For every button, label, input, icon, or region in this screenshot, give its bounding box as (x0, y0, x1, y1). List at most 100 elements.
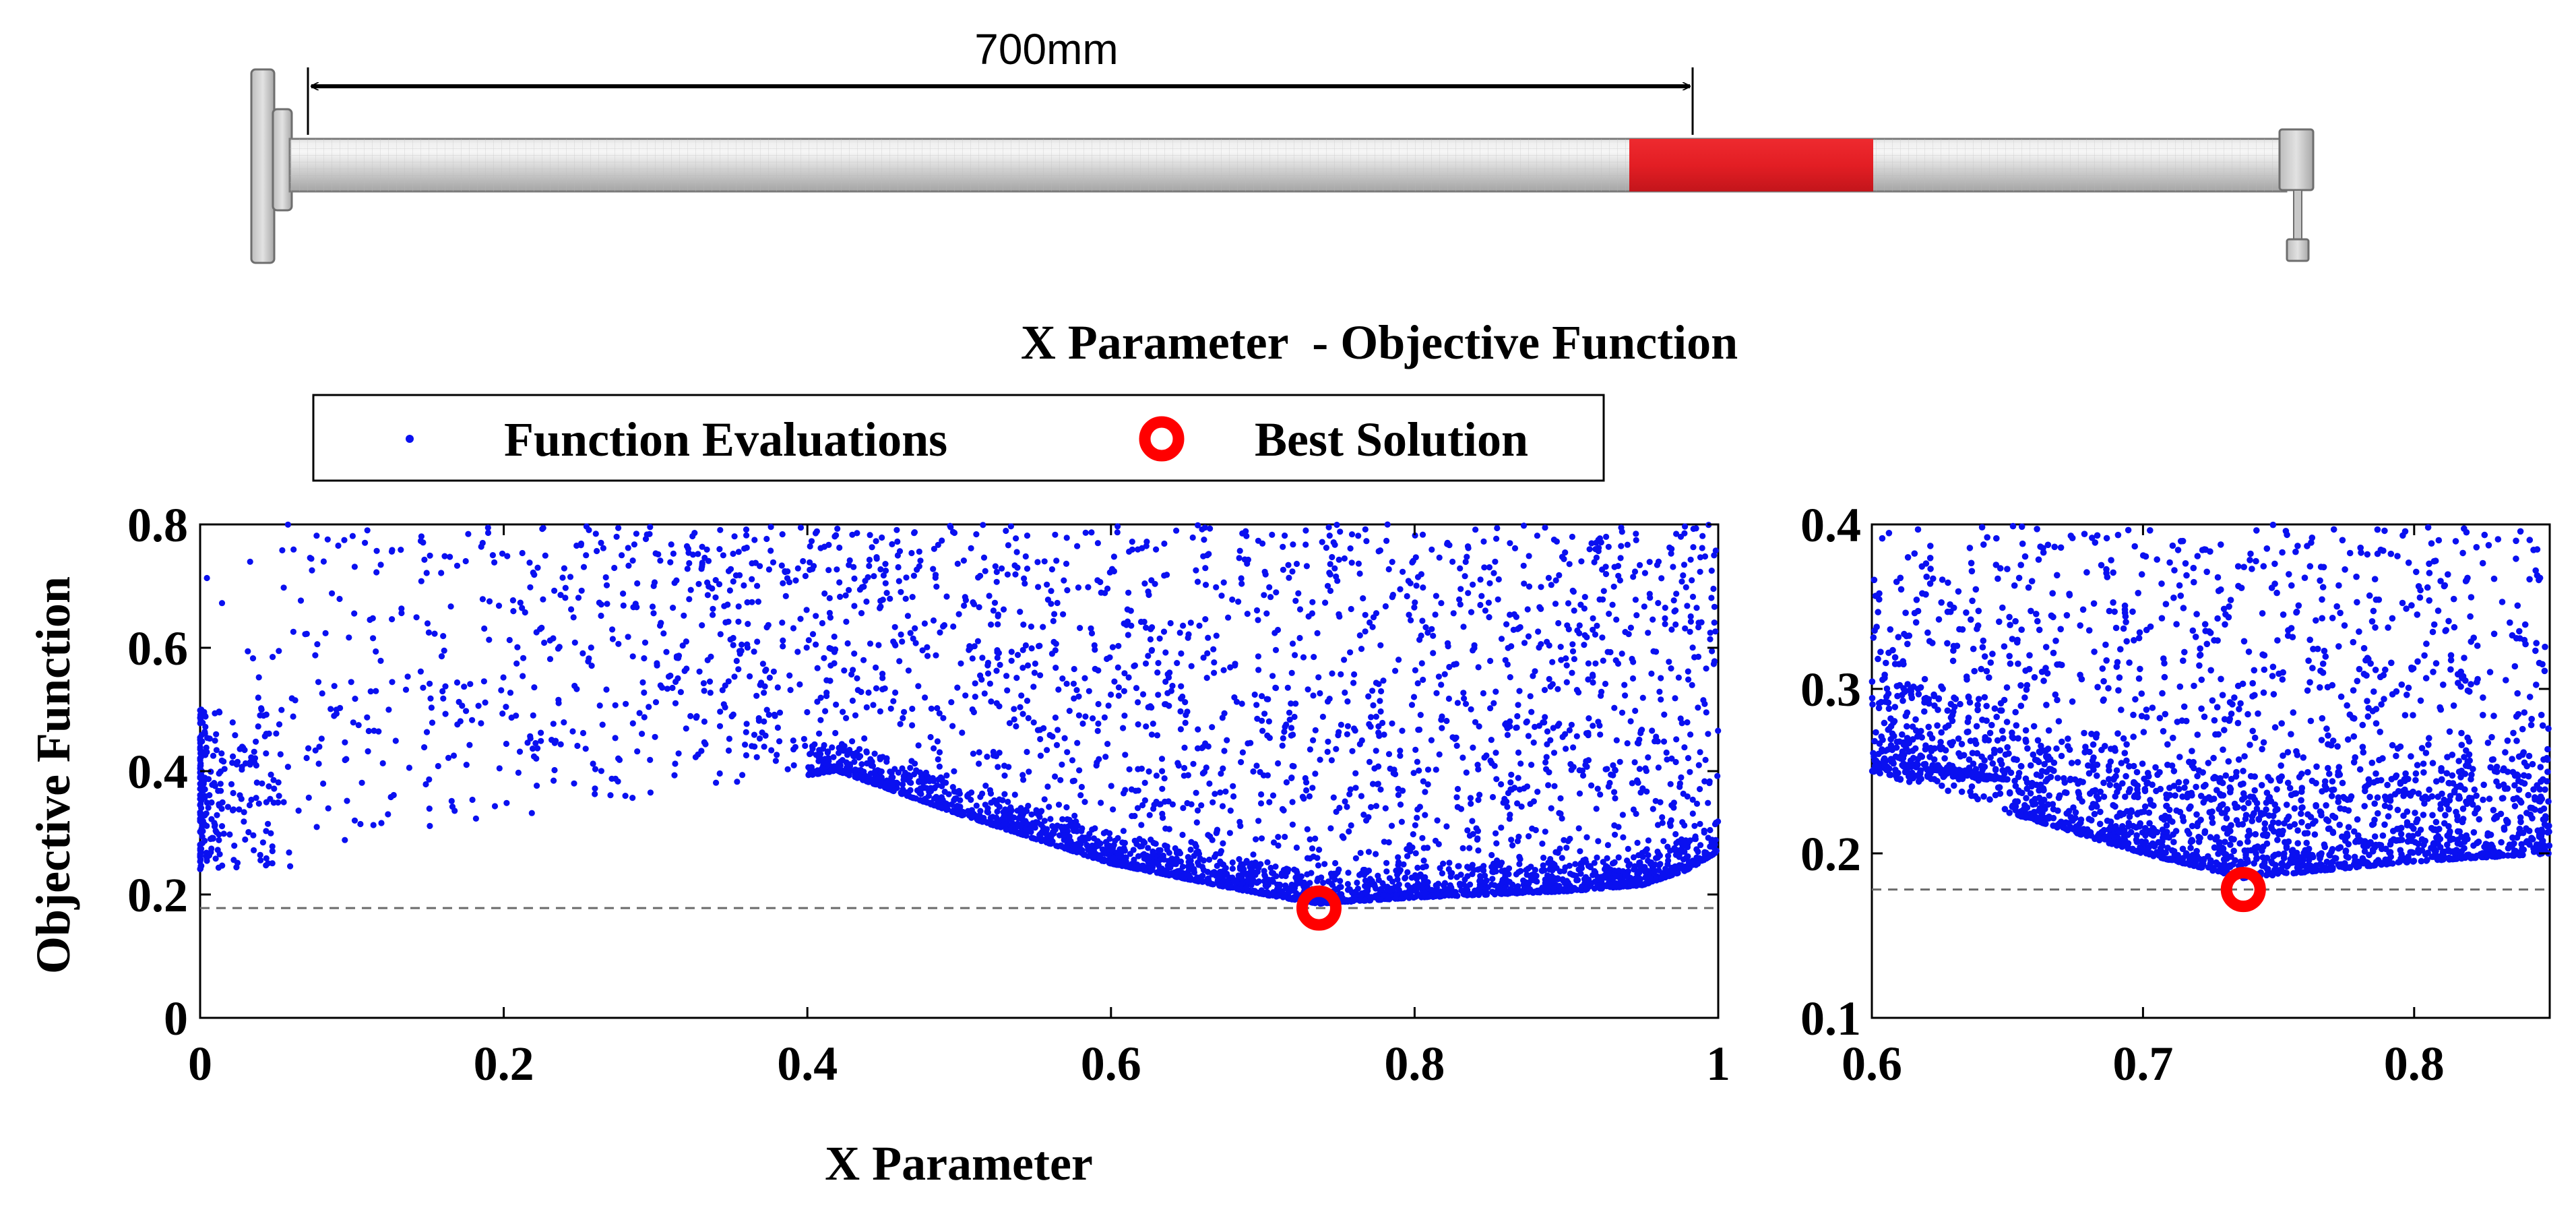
main-evaluation-point (1174, 660, 1181, 667)
main-evaluation-point (1685, 841, 1691, 848)
main-evaluation-point (522, 609, 528, 616)
main-evaluation-point (1549, 659, 1556, 665)
zoom-evaluation-point (1945, 787, 1951, 794)
main-evaluation-point (768, 747, 775, 754)
main-evaluation-point (440, 633, 447, 640)
main-evaluation-point (1032, 824, 1038, 831)
main-evaluation-point (463, 762, 470, 768)
main-evaluation-point (1460, 690, 1467, 696)
main-evaluation-point (1516, 688, 1523, 694)
main-evaluation-point (1360, 866, 1366, 874)
main-evaluation-point (733, 657, 740, 665)
main-evaluation-point (910, 572, 917, 579)
main-evaluation-point (1195, 861, 1202, 868)
main-evaluation-point (957, 660, 964, 667)
main-evaluation-point (346, 634, 352, 641)
main-evaluation-point (650, 610, 657, 617)
main-evaluation-point (1490, 700, 1497, 706)
main-evaluation-point (1222, 788, 1229, 795)
main-evaluation-point (1293, 890, 1300, 897)
main-evaluation-point (1094, 540, 1101, 547)
main-evaluation-point (1382, 805, 1389, 812)
zoom-evaluation-point (2182, 560, 2189, 567)
main-evaluation-point (1520, 522, 1528, 529)
main-evaluation-point (1385, 839, 1392, 846)
main-evaluation-point (1658, 875, 1665, 882)
main-evaluation-point (1645, 837, 1652, 844)
main-evaluation-point (1397, 752, 1404, 759)
main-evaluation-point (603, 686, 610, 693)
main-evaluation-point (1498, 636, 1505, 642)
main-evaluation-point (1441, 880, 1448, 886)
main-evaluation-point (861, 772, 869, 779)
main-evaluation-point (654, 660, 660, 667)
main-evaluation-point (1486, 614, 1493, 621)
main-evaluation-point (1013, 675, 1020, 681)
main-evaluation-point (1210, 646, 1217, 652)
main-evaluation-point (990, 607, 997, 614)
main-evaluation-point (290, 713, 296, 720)
main-y-tick-label: 0.4 (127, 745, 188, 799)
main-evaluation-point (1293, 560, 1300, 568)
main-evaluation-point (349, 533, 356, 539)
main-evaluation-point (1472, 719, 1479, 725)
main-evaluation-point (869, 762, 877, 769)
zoom-evaluation-point (2306, 679, 2313, 686)
main-evaluation-point (1618, 543, 1625, 549)
main-evaluation-point (197, 801, 204, 808)
main-evaluation-point (398, 547, 404, 553)
main-evaluation-point (805, 637, 812, 644)
main-evaluation-point (1532, 723, 1538, 730)
main-evaluation-point (362, 539, 369, 546)
main-evaluation-point (977, 793, 984, 800)
main-evaluation-point (1552, 601, 1559, 607)
zoom-evaluation-point (2426, 597, 2432, 604)
main-evaluation-point (1253, 889, 1259, 896)
main-evaluation-point (1114, 664, 1121, 671)
main-evaluation-point (1419, 531, 1426, 538)
main-evaluation-point (278, 706, 285, 713)
main-evaluation-point (1576, 622, 1583, 629)
main-evaluation-point (679, 642, 686, 649)
main-evaluation-point (1261, 592, 1267, 599)
main-evaluation-point (1433, 690, 1440, 696)
main-evaluation-point (1569, 648, 1577, 655)
main-evaluation-point (687, 712, 694, 719)
main-evaluation-point (229, 807, 237, 814)
main-evaluation-point (571, 639, 578, 646)
main-evaluation-point (973, 531, 980, 538)
main-evaluation-point (1292, 597, 1299, 605)
main-evaluation-point (797, 524, 805, 531)
main-evaluation-point (1221, 710, 1228, 717)
main-evaluation-point (1258, 791, 1265, 798)
main-evaluation-point (1114, 834, 1121, 841)
zoom-evaluation-point (1972, 586, 1980, 593)
main-evaluation-point (779, 619, 786, 626)
main-evaluation-point (1474, 762, 1481, 768)
main-evaluation-point (1695, 762, 1702, 768)
main-evaluation-point (1059, 761, 1065, 768)
main-evaluation-point (743, 729, 749, 735)
main-evaluation-point (1567, 882, 1573, 889)
main-evaluation-point (1059, 816, 1066, 822)
main-evaluation-point (1666, 659, 1672, 665)
main-evaluation-point (1295, 590, 1302, 597)
main-evaluation-point (1568, 721, 1575, 728)
main-evaluation-point (1493, 830, 1499, 837)
main-evaluation-point (1200, 655, 1207, 661)
main-evaluation-point (1307, 880, 1313, 886)
zoom-evaluation-point (2063, 612, 2071, 619)
main-evaluation-point (977, 808, 984, 814)
main-evaluation-point (915, 683, 922, 690)
main-evaluation-point (1325, 524, 1332, 530)
main-evaluation-point (1167, 864, 1174, 871)
main-evaluation-point (1073, 828, 1080, 834)
main-evaluation-point (553, 737, 559, 744)
main-evaluation-point (1325, 878, 1331, 885)
main-evaluation-point (641, 655, 648, 662)
main-evaluation-point (1672, 621, 1679, 628)
main-evaluation-point (1521, 640, 1528, 646)
main-evaluation-point (1476, 723, 1482, 730)
main-evaluation-point (995, 613, 1001, 619)
main-evaluation-point (1550, 885, 1557, 892)
